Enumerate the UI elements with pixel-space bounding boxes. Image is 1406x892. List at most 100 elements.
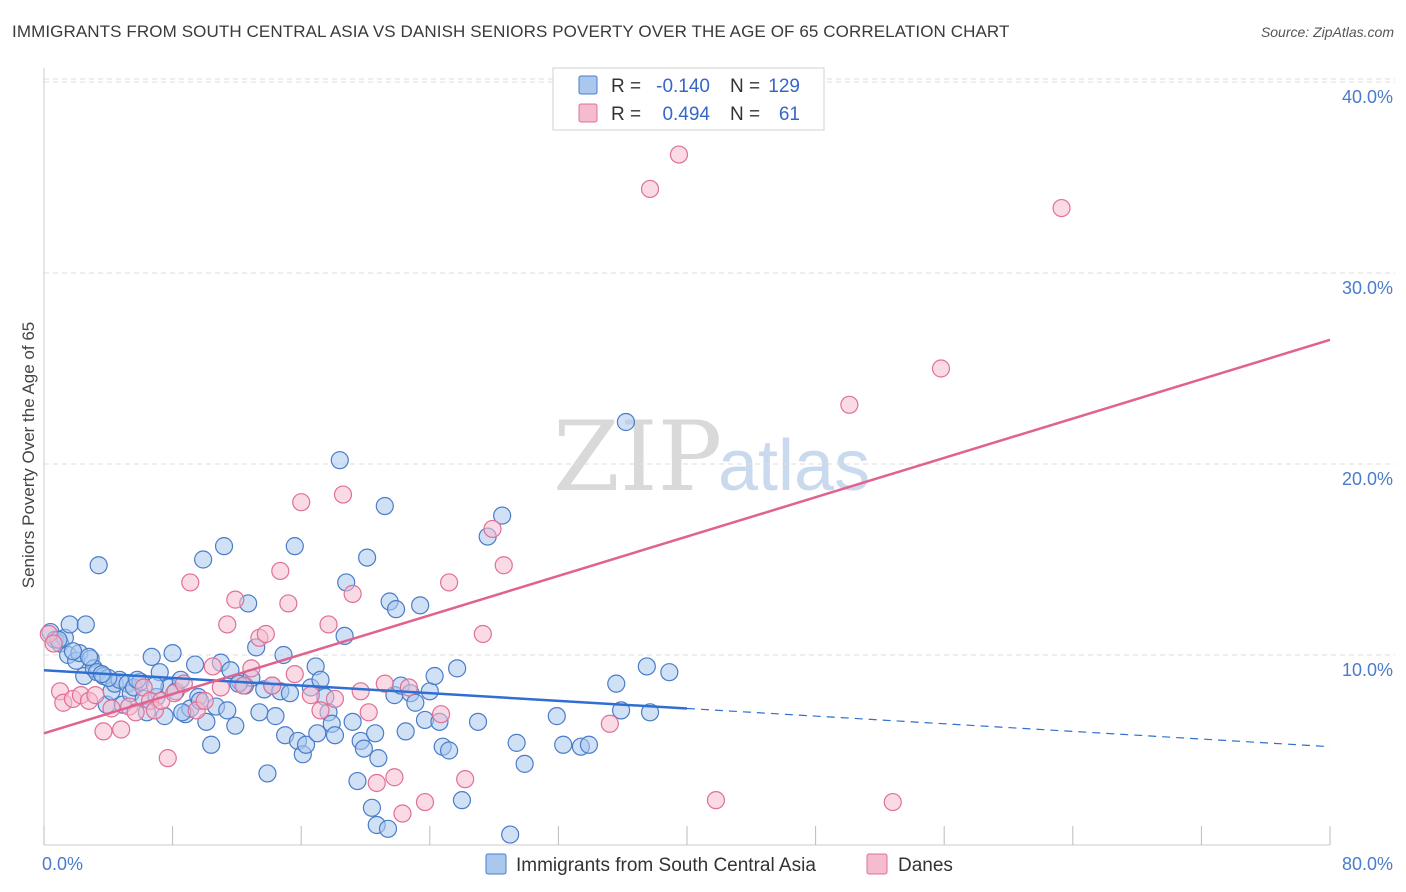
data-point bbox=[112, 720, 131, 739]
legend-swatch-pink bbox=[866, 853, 888, 875]
legend-n-label: N = bbox=[730, 104, 760, 125]
data-point bbox=[263, 676, 282, 695]
data-point bbox=[79, 647, 99, 667]
data-point bbox=[439, 741, 459, 760]
data-point bbox=[515, 754, 534, 773]
data-point bbox=[366, 724, 385, 743]
data-point bbox=[218, 701, 237, 720]
data-point bbox=[493, 506, 512, 525]
data-point bbox=[616, 412, 636, 432]
data-point bbox=[311, 701, 330, 720]
data-point bbox=[126, 703, 145, 722]
legend-r-value: 0.494 bbox=[662, 104, 710, 125]
legend-series-label: Danes bbox=[898, 855, 953, 876]
data-point bbox=[94, 722, 113, 741]
data-point bbox=[393, 804, 412, 823]
data-point bbox=[226, 716, 245, 735]
data-point bbox=[354, 739, 373, 758]
data-point bbox=[369, 749, 388, 768]
data-point bbox=[840, 395, 859, 414]
series-legend: Immigrants from South Central Asia Danes bbox=[485, 853, 953, 876]
data-point bbox=[375, 674, 394, 693]
data-point bbox=[494, 556, 513, 575]
data-point bbox=[431, 705, 451, 724]
data-point bbox=[226, 590, 245, 609]
data-point bbox=[351, 682, 370, 701]
data-point bbox=[367, 773, 386, 793]
data-point bbox=[660, 663, 679, 682]
data-point bbox=[343, 712, 362, 731]
data-point bbox=[600, 714, 619, 733]
legend-box bbox=[552, 67, 825, 131]
data-point bbox=[448, 659, 467, 678]
data-point bbox=[181, 573, 200, 592]
data-point bbox=[280, 684, 300, 703]
data-point bbox=[473, 624, 492, 644]
data-point bbox=[186, 655, 205, 674]
data-point bbox=[330, 451, 349, 470]
data-point bbox=[362, 798, 382, 817]
data-point bbox=[501, 825, 520, 844]
legend-r-label: R = bbox=[611, 104, 641, 125]
watermark-zip: ZIP bbox=[553, 401, 722, 513]
data-point bbox=[385, 768, 404, 787]
trend-line-danes bbox=[43, 338, 1331, 735]
data-point bbox=[266, 707, 285, 726]
data-point bbox=[301, 686, 320, 705]
data-point bbox=[607, 674, 626, 693]
data-point bbox=[89, 556, 108, 575]
data-point bbox=[325, 689, 345, 709]
data-point bbox=[76, 615, 95, 634]
data-point bbox=[158, 749, 177, 768]
x-tick-label: 0.0% bbox=[42, 854, 83, 874]
data-point bbox=[640, 179, 660, 199]
data-point bbox=[386, 600, 406, 619]
data-point bbox=[60, 615, 79, 634]
legend-n-value: 61 bbox=[779, 104, 800, 125]
data-point bbox=[611, 701, 631, 720]
legend-series-label: Immigrants from South Central Asia bbox=[516, 855, 816, 876]
legend-n-value: 129 bbox=[768, 76, 800, 97]
legend-swatch-blue bbox=[578, 75, 598, 95]
data-point bbox=[637, 657, 656, 676]
data-point bbox=[425, 666, 444, 686]
data-point bbox=[202, 735, 221, 754]
data-point bbox=[142, 647, 161, 667]
data-point bbox=[333, 485, 353, 504]
data-point bbox=[375, 496, 394, 516]
data-point bbox=[256, 624, 275, 644]
data-point bbox=[406, 693, 425, 712]
data-point bbox=[250, 703, 269, 722]
data-point bbox=[214, 537, 234, 556]
data-point bbox=[86, 686, 105, 705]
data-point bbox=[194, 550, 213, 569]
legend-r-value: -0.140 bbox=[656, 76, 710, 97]
data-point bbox=[439, 573, 459, 592]
series-danes-points bbox=[39, 145, 1071, 823]
data-point bbox=[640, 703, 660, 722]
scatter-points bbox=[39, 145, 1071, 844]
data-point bbox=[343, 584, 362, 603]
data-point bbox=[468, 712, 488, 731]
legend-n-label: N = bbox=[730, 76, 760, 97]
data-point bbox=[348, 771, 367, 791]
grid-lines bbox=[44, 78, 1395, 656]
data-point bbox=[669, 145, 689, 164]
data-point bbox=[579, 735, 599, 754]
data-point bbox=[285, 664, 304, 684]
watermark: ZIP atlas bbox=[553, 401, 870, 513]
data-point bbox=[285, 537, 304, 556]
data-point bbox=[378, 819, 398, 838]
legend-r-label: R = bbox=[611, 76, 641, 97]
legend-swatch-pink bbox=[578, 103, 598, 123]
data-point bbox=[415, 792, 435, 812]
data-point bbox=[258, 764, 277, 783]
data-point bbox=[308, 724, 327, 743]
data-point bbox=[234, 676, 253, 695]
data-point bbox=[311, 670, 330, 689]
data-point bbox=[44, 634, 63, 653]
data-point bbox=[931, 359, 951, 378]
data-point bbox=[547, 707, 566, 726]
data-point bbox=[1052, 198, 1071, 218]
